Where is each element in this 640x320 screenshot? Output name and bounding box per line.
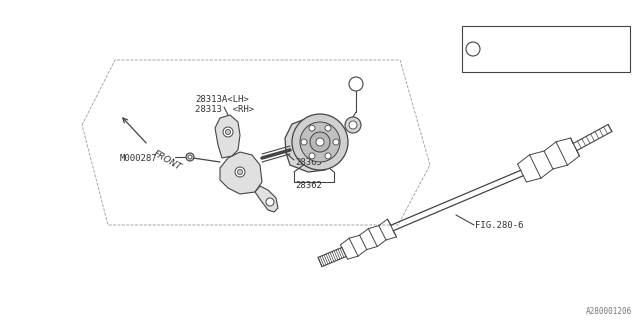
Text: 28313  <RH>: 28313 <RH> bbox=[195, 105, 254, 114]
Circle shape bbox=[223, 127, 233, 137]
Circle shape bbox=[186, 153, 194, 161]
Bar bbox=[462, 26, 630, 72]
Circle shape bbox=[301, 139, 307, 145]
Text: FRONT: FRONT bbox=[152, 149, 183, 172]
Circle shape bbox=[188, 155, 192, 159]
Circle shape bbox=[235, 167, 245, 177]
Polygon shape bbox=[215, 115, 240, 158]
Circle shape bbox=[237, 170, 243, 174]
Text: A280001206: A280001206 bbox=[586, 307, 632, 316]
Circle shape bbox=[300, 122, 340, 162]
Circle shape bbox=[333, 139, 339, 145]
Text: 28365: 28365 bbox=[295, 157, 322, 166]
Polygon shape bbox=[220, 152, 262, 194]
Circle shape bbox=[310, 132, 330, 152]
Polygon shape bbox=[285, 118, 342, 172]
Circle shape bbox=[466, 42, 480, 56]
Circle shape bbox=[292, 114, 348, 170]
Text: FIG.280-6: FIG.280-6 bbox=[475, 220, 524, 229]
Circle shape bbox=[225, 130, 230, 134]
Text: 1: 1 bbox=[470, 44, 476, 53]
Text: M000287: M000287 bbox=[120, 154, 157, 163]
Circle shape bbox=[266, 198, 274, 206]
Circle shape bbox=[309, 125, 315, 131]
Text: 28362: 28362 bbox=[295, 180, 322, 189]
Circle shape bbox=[345, 117, 361, 133]
Text: 1: 1 bbox=[353, 79, 358, 89]
Text: 28313A<LH>: 28313A<LH> bbox=[195, 95, 249, 104]
Text: NI70044 (      -0610): NI70044 ( -0610) bbox=[489, 33, 591, 42]
Polygon shape bbox=[255, 186, 278, 212]
Text: NI70047 (0610-      ): NI70047 (0610- ) bbox=[489, 56, 591, 65]
Circle shape bbox=[349, 121, 357, 129]
Circle shape bbox=[325, 153, 331, 159]
Circle shape bbox=[309, 153, 315, 159]
Circle shape bbox=[349, 77, 363, 91]
Circle shape bbox=[325, 125, 331, 131]
Circle shape bbox=[316, 138, 324, 146]
